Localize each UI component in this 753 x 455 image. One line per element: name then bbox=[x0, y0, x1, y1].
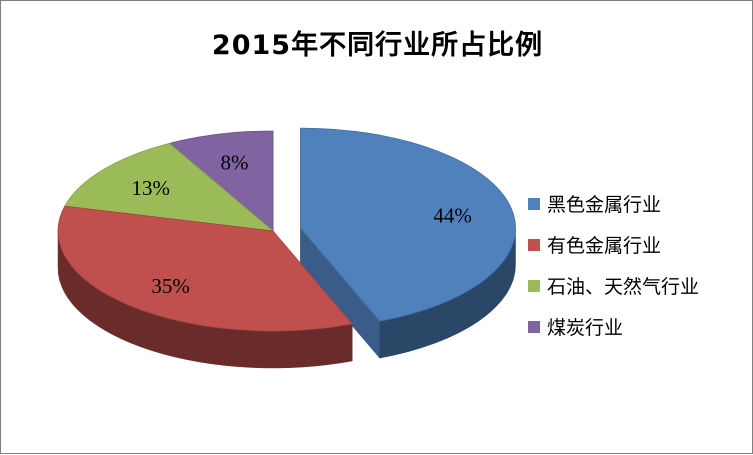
legend-item-2: 有色金属行业 bbox=[528, 224, 748, 265]
slice-label-1: 44% bbox=[433, 204, 472, 228]
slice-label-2: 35% bbox=[151, 274, 190, 298]
legend-swatch-2 bbox=[528, 238, 540, 251]
legend-item-1: 黑色金属行业 bbox=[528, 183, 748, 224]
legend-swatch-3 bbox=[528, 279, 540, 292]
legend-label-2: 有色金属行业 bbox=[547, 235, 662, 257]
legend-item-4: 煤炭行业 bbox=[528, 306, 748, 347]
slice-label-3: 13% bbox=[131, 176, 170, 200]
legend-item-3: 石油、天然气行业 bbox=[528, 265, 748, 306]
pie-slice-1 bbox=[300, 127, 516, 359]
legend-label-1: 黑色金属行业 bbox=[547, 194, 662, 216]
chart-title: 2015年不同行业所占比例 bbox=[211, 30, 544, 61]
legend-label-4: 煤炭行业 bbox=[547, 317, 624, 339]
pie-slice-2 bbox=[57, 205, 353, 369]
legend-label-3: 石油、天然气行业 bbox=[547, 276, 700, 298]
legend: 黑色金属行业 有色金属行业石油、天然气行业 煤炭行业 bbox=[528, 183, 748, 347]
legend-swatch-4 bbox=[528, 320, 540, 333]
slice-label-4: 8% bbox=[221, 150, 249, 174]
legend-swatch-1 bbox=[528, 197, 540, 210]
